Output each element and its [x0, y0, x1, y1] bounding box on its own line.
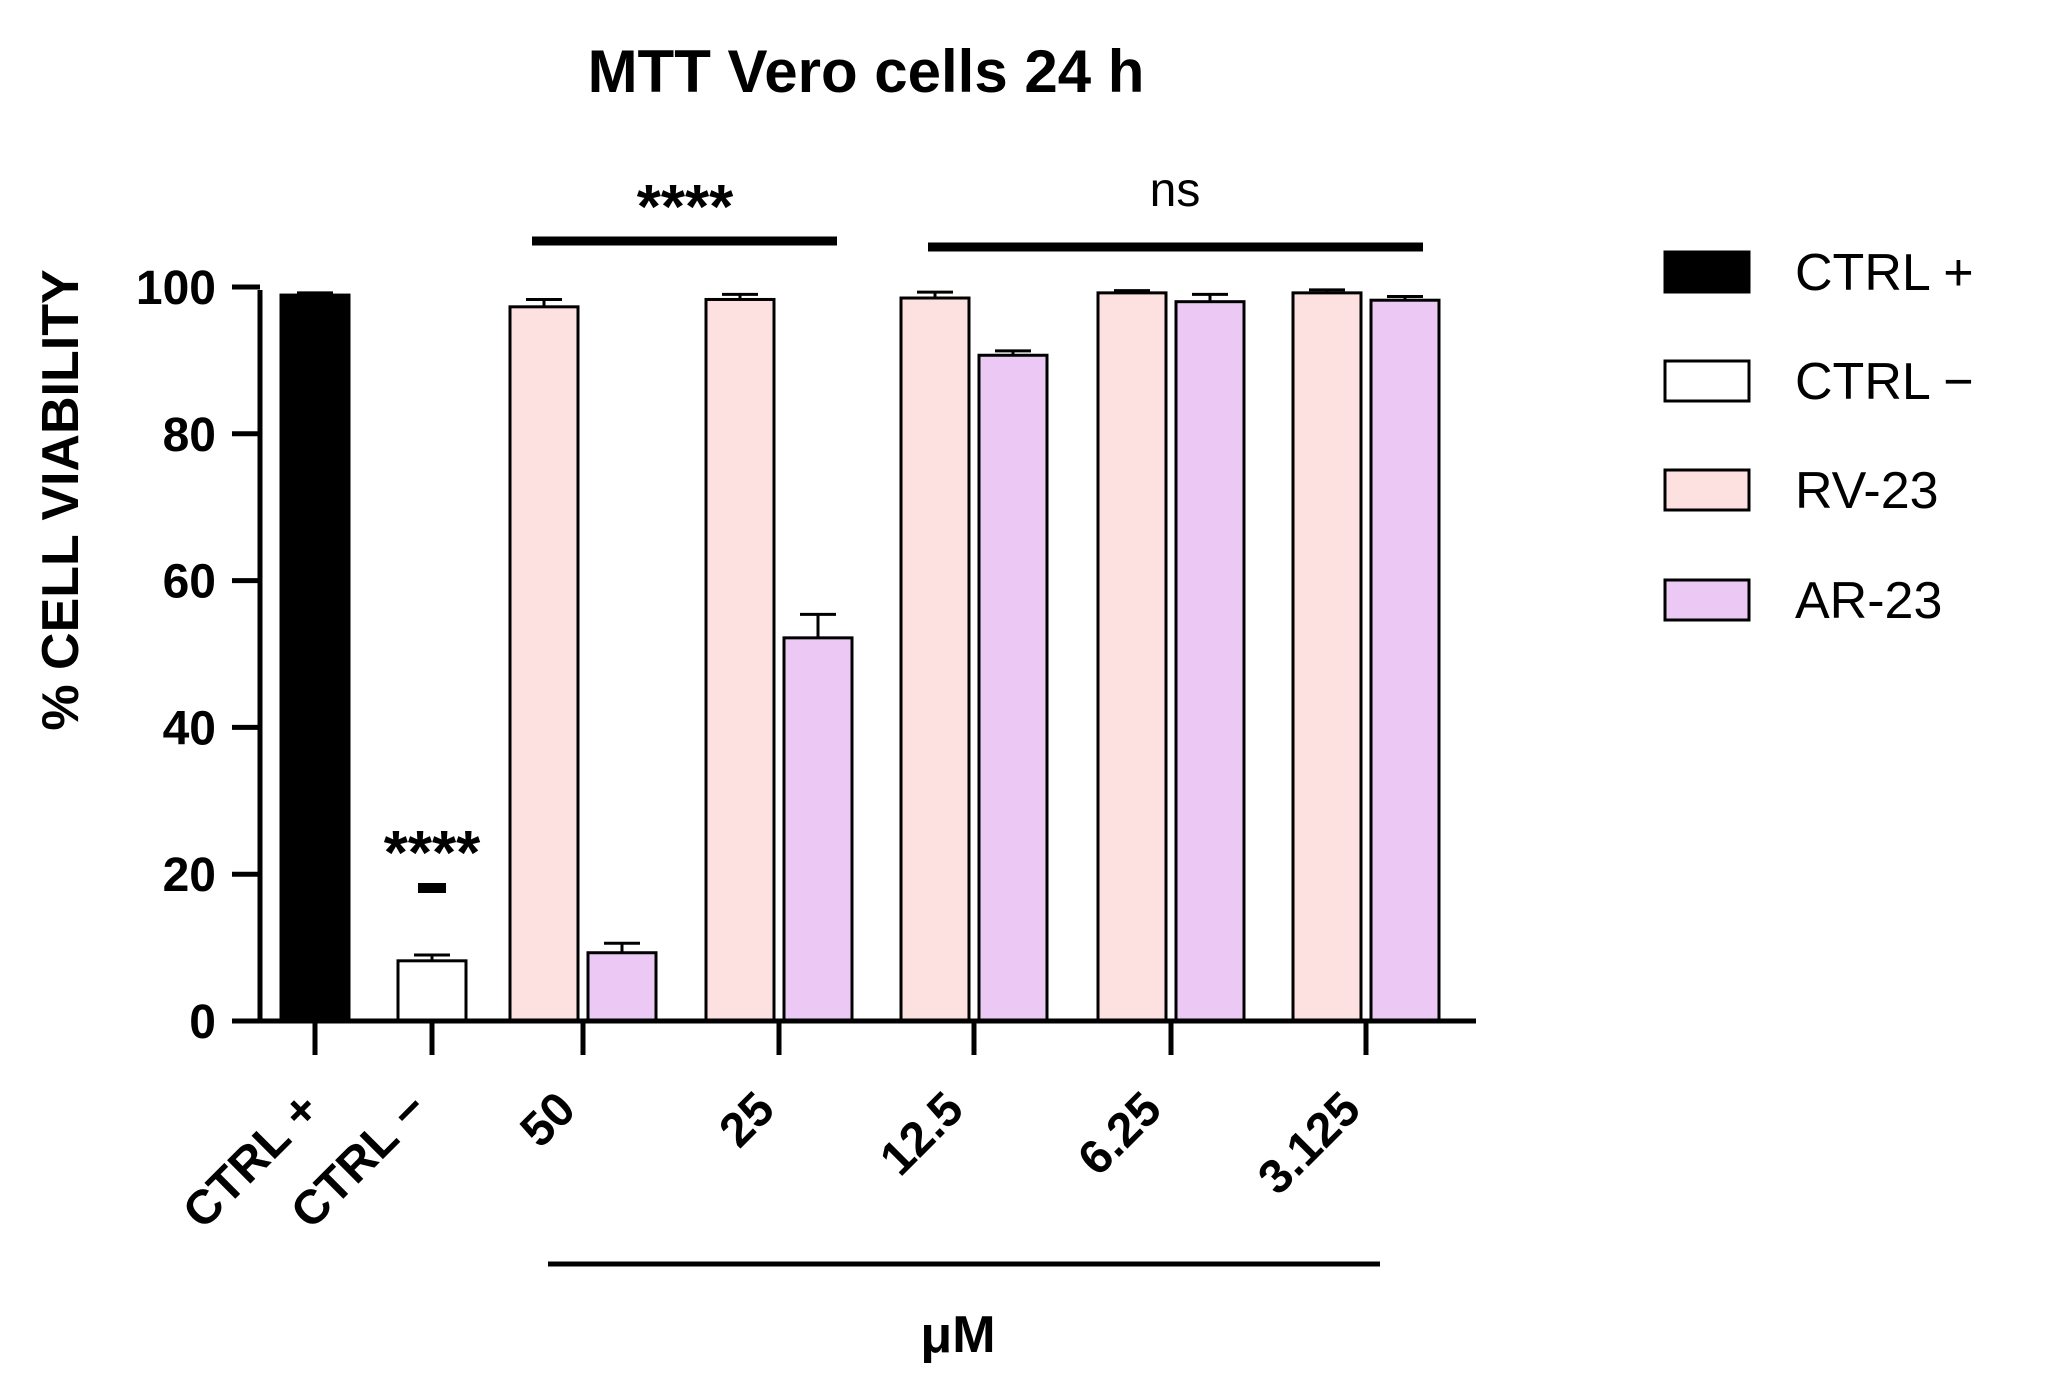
- y-tick-label: 100: [136, 262, 216, 315]
- chart-title: MTT Vero cells 24 h: [588, 38, 1145, 105]
- bar-ctrl-1: [396, 959, 468, 1023]
- x-tick-label: 6.25: [1068, 1082, 1172, 1186]
- y-tick-label: 0: [189, 996, 216, 1049]
- y-axis-title-group: % CELL VIABILITY: [32, 269, 90, 730]
- bar-rv-23-5: [1096, 291, 1168, 1023]
- bar-ar-23-3: [782, 636, 854, 1023]
- y-tick-label: 20: [163, 849, 216, 902]
- bar-ar-23-4: [977, 353, 1049, 1023]
- significance-annotations: **** **** ns: [384, 164, 1423, 893]
- bar-rv-23-6: [1291, 291, 1363, 1023]
- significance-stars-ctrl-neg: ****: [384, 819, 481, 888]
- bar-ar-23-2: [586, 951, 658, 1023]
- legend-label-0: CTRL +: [1795, 244, 1974, 302]
- y-axis-title: % CELL VIABILITY: [32, 269, 90, 730]
- legend-swatch-1: [1663, 359, 1751, 403]
- legend-label-2: RV-23: [1795, 462, 1939, 520]
- x-tick-label: 50: [511, 1082, 586, 1157]
- bar-rv-23-3: [704, 297, 776, 1023]
- legend-label-3: AR-23: [1795, 572, 1942, 630]
- legend-swatch-3: [1663, 578, 1751, 622]
- y-tick-label: 80: [163, 409, 216, 462]
- y-tick-label: 60: [163, 556, 216, 609]
- y-tick-label: 40: [163, 702, 216, 755]
- legend-swatch-2: [1663, 468, 1751, 512]
- x-axis-title: μM: [920, 1306, 995, 1364]
- x-tick-label: 12.5: [870, 1082, 974, 1186]
- bar-group: [279, 291, 1441, 1023]
- legend: CTRL + CTRL − RV-23 AR-23: [1663, 244, 1974, 630]
- x-tick-label: 3.125: [1248, 1082, 1370, 1204]
- bar-rv-23-4: [899, 296, 971, 1023]
- significance-stars-50-25: ****: [637, 173, 734, 242]
- significance-mark-ctrl-neg: [418, 883, 446, 893]
- x-axis-ticks: CTRL +CTRL −50 25 12.5 6.25 3.125: [173, 1021, 1371, 1239]
- error-bar-group: [297, 288, 1423, 961]
- bar-ctrl-0: [279, 293, 351, 1023]
- y-axis-ticks: 0 20 40 60 80 100: [136, 262, 260, 1049]
- significance-label-ns: ns: [1150, 164, 1201, 217]
- legend-swatch-0: [1663, 250, 1751, 294]
- legend-label-1: CTRL −: [1795, 353, 1974, 411]
- bar-ar-23-5: [1174, 300, 1246, 1023]
- x-tick-label: 25: [710, 1082, 785, 1157]
- bar-ar-23-6: [1369, 298, 1441, 1023]
- bar-rv-23-2: [508, 305, 580, 1023]
